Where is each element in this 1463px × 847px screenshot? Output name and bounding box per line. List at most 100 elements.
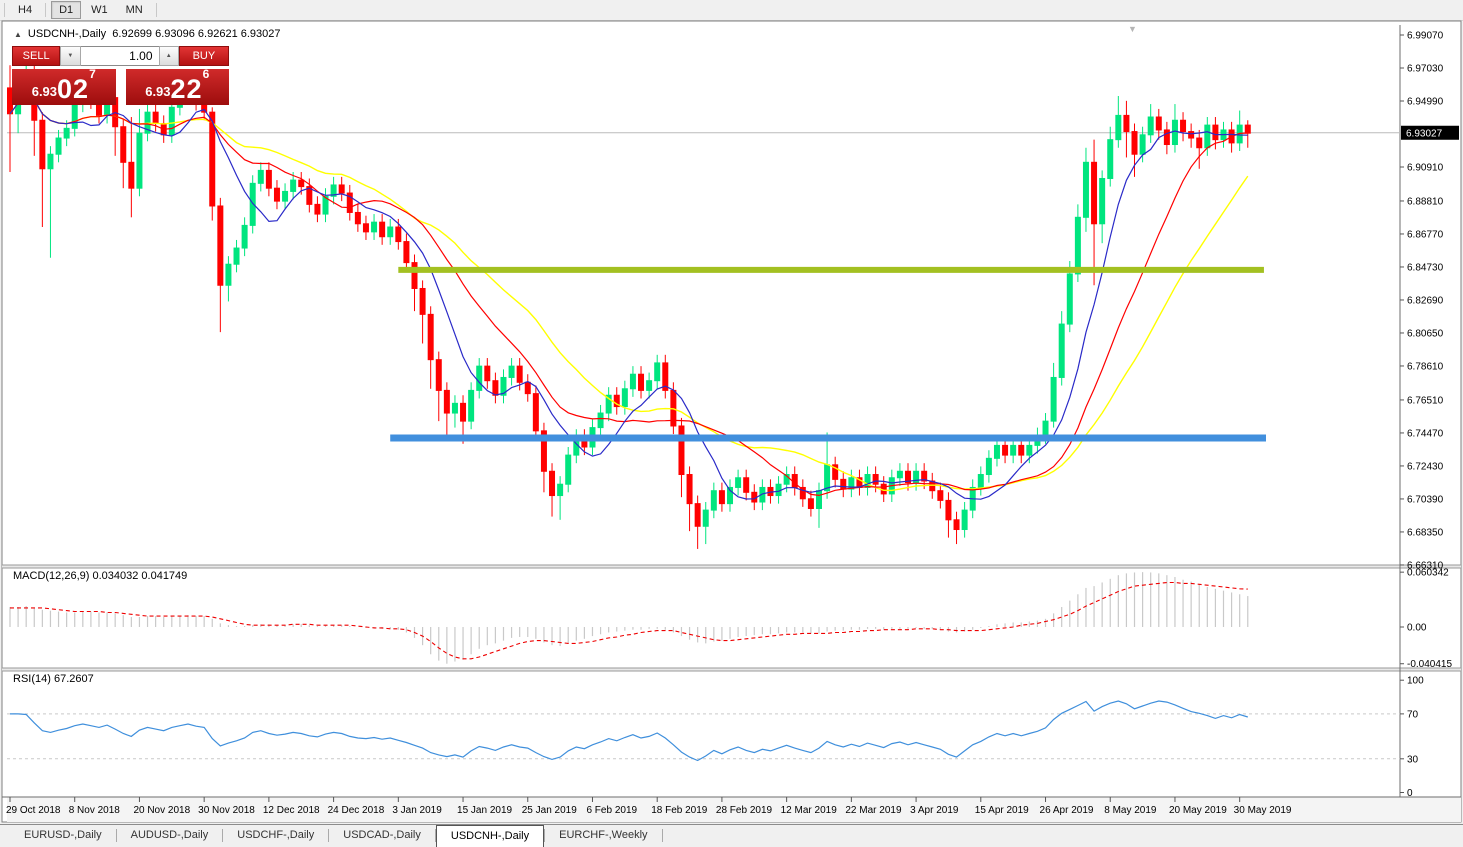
collapse-trade-panel-icon[interactable]: ▲ — [14, 30, 22, 39]
macd-axis-label: 0.060342 — [1407, 568, 1449, 579]
candle-body — [338, 184, 345, 194]
time-axis-label: 29 Oct 2018 — [6, 805, 61, 816]
candle-body — [508, 365, 515, 378]
candle-body — [492, 380, 499, 396]
time-axis-label: 18 Feb 2019 — [651, 805, 708, 816]
candle-body — [1115, 114, 1122, 141]
chart-tab-audusd-daily[interactable]: AUDUSD-,Daily — [130, 829, 209, 841]
moving-average-slow — [9, 92, 1249, 492]
sell-price-display[interactable]: 6.93 02 7 — [12, 67, 116, 105]
candle-body — [290, 179, 297, 192]
candle-body — [395, 226, 402, 243]
time-axis-label: 20 Nov 2018 — [133, 805, 190, 816]
time-axis-label: 8 May 2019 — [1104, 805, 1157, 816]
timeframe-button-h4[interactable]: H4 — [18, 4, 33, 16]
chart-ohlc-values: 6.92699 6.93096 6.92621 6.93027 — [112, 28, 281, 40]
candle-body — [1123, 114, 1130, 133]
candle-body — [816, 490, 822, 509]
chart-tab-usdcad-daily[interactable]: USDCAD-,Daily — [343, 829, 421, 841]
moving-average-fast — [9, 92, 1248, 500]
candle-body — [1212, 124, 1219, 141]
price-axis-label: 6.80650 — [1407, 328, 1444, 339]
candle-body — [953, 519, 960, 531]
candle-body — [63, 127, 70, 139]
volume-increase-icon[interactable]: ▲ — [158, 46, 179, 66]
chart-symbol-title: USDCNH-,Daily — [27, 28, 107, 40]
candle-body — [484, 365, 491, 382]
candle-body — [403, 241, 410, 264]
candle-body — [1244, 124, 1251, 134]
candle-body — [646, 380, 653, 391]
chart-tab-usdchf-daily[interactable]: USDCHF-,Daily — [237, 829, 315, 841]
candle-body — [1139, 134, 1146, 155]
buy-price-display[interactable]: 6.93 22 6 — [125, 67, 229, 105]
candle-body — [354, 211, 361, 225]
candle-body — [783, 474, 790, 485]
candle-body — [1171, 119, 1178, 146]
candle-body — [460, 402, 467, 422]
buy-price-pip: 6 — [202, 67, 210, 81]
candle-body — [945, 499, 952, 521]
candle-body — [1050, 376, 1057, 422]
timeframe-button-d1[interactable]: D1 — [51, 1, 82, 19]
chart-shift-marker-icon[interactable]: ▼ — [1128, 24, 1137, 34]
candle-body — [1018, 444, 1025, 456]
candle-body — [1099, 177, 1106, 225]
candle-body — [298, 179, 305, 188]
candle-body — [500, 376, 507, 396]
candle-body — [613, 394, 620, 408]
candle-body — [864, 474, 871, 488]
rsi-indicator-label: RSI(14) 67.2607 — [13, 673, 94, 685]
volume-decrease-icon[interactable]: ▼ — [60, 46, 81, 66]
candle-body — [1131, 131, 1138, 155]
rsi-axis-label: 30 — [1407, 754, 1419, 765]
rsi-axis-label: 100 — [1407, 676, 1424, 687]
candle-body — [540, 430, 547, 472]
candle-body — [621, 388, 628, 408]
time-axis-label: 8 Nov 2018 — [69, 805, 121, 816]
price-axis-label: 6.74470 — [1407, 428, 1444, 439]
sell-button[interactable]: SELL — [12, 46, 61, 66]
price-axis-label: 6.78610 — [1407, 361, 1444, 372]
candle-body — [306, 186, 313, 205]
time-axis-label: 22 Mar 2019 — [845, 805, 902, 816]
candle-body — [387, 226, 394, 238]
rsi-axis-label: 0 — [1407, 788, 1413, 799]
timeframe-button-mn[interactable]: MN — [125, 4, 143, 16]
chart-tab-eurusd-daily[interactable]: EURUSD-,Daily — [24, 829, 102, 841]
candle-body — [427, 313, 434, 361]
tab-separator — [661, 829, 663, 842]
candle-body — [39, 119, 46, 170]
candle-body — [152, 111, 159, 124]
time-axis-label: 28 Feb 2019 — [716, 805, 773, 816]
candle-body — [217, 205, 224, 286]
time-axis-label: 20 May 2019 — [1169, 805, 1227, 816]
rsi-line — [10, 700, 1248, 762]
buy-button[interactable]: BUY — [178, 46, 229, 66]
time-axis-label: 3 Jan 2019 — [392, 805, 442, 816]
candle-body — [824, 464, 831, 492]
candle-body — [977, 474, 984, 488]
panel-splitter[interactable] — [2, 565, 1461, 568]
candle-body — [314, 203, 321, 215]
candle-body — [727, 486, 734, 505]
candle-body — [257, 169, 264, 184]
time-axis-label: 24 Dec 2018 — [328, 805, 385, 816]
candle-body — [249, 182, 256, 226]
volume-input[interactable] — [80, 46, 159, 66]
chart-tab-eurchf-weekly[interactable]: EURCHF-,Weekly — [559, 829, 648, 841]
candle-body — [832, 464, 839, 480]
chart-window-frame — [1, 20, 1462, 823]
timeframe-button-w1[interactable]: W1 — [91, 4, 108, 16]
chart-tab-usdcnh-daily[interactable]: USDCNH-,Daily — [435, 825, 545, 847]
time-axis-strip[interactable] — [7, 797, 1461, 822]
current-price-badge — [1401, 125, 1459, 140]
panel-splitter[interactable] — [2, 668, 1461, 671]
time-axis-label: 3 Apr 2019 — [910, 805, 959, 816]
buy-price-prefix: 6.93 — [145, 84, 171, 99]
sell-price-pip: 7 — [89, 67, 96, 81]
candle-body — [241, 224, 248, 249]
rsi-axis-label: 70 — [1407, 709, 1419, 720]
